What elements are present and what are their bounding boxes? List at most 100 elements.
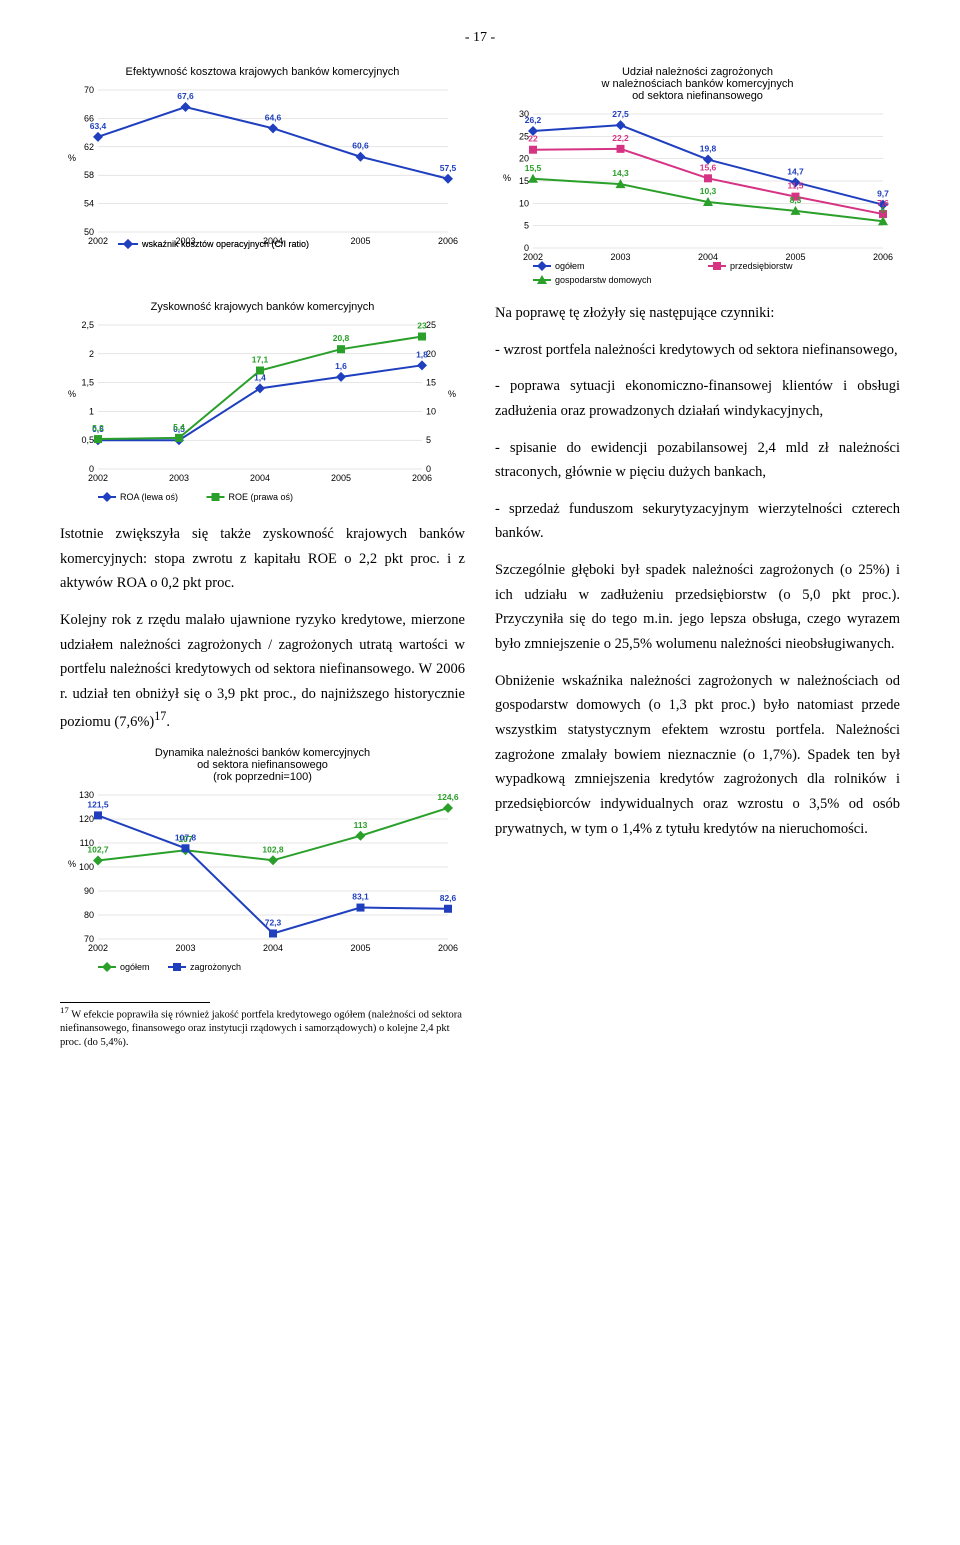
para-roe: Istotnie zwiększyła się także zyskowność… (60, 522, 465, 596)
svg-text:15: 15 (519, 176, 529, 186)
svg-text:10: 10 (519, 198, 529, 208)
svg-text:1,8: 1,8 (416, 349, 428, 359)
svg-text:2: 2 (89, 349, 94, 359)
svg-text:11,5: 11,5 (787, 181, 803, 191)
svg-text:wskaźnik kosztów operacyjnych: wskaźnik kosztów operacyjnych (C/I ratio… (141, 239, 309, 249)
para-risk: Kolejny rok z rzędu malało ujawnione ryz… (60, 608, 465, 735)
svg-text:1: 1 (89, 406, 94, 416)
svg-text:2002: 2002 (88, 236, 108, 246)
para-factors-intro: Na poprawę tę złożyły się następujące cz… (495, 301, 900, 326)
footnote-text: 17 W efekcie poprawiła się również jakoś… (60, 1005, 465, 1049)
svg-text:%: % (68, 859, 76, 869)
svg-text:2004: 2004 (263, 943, 283, 953)
svg-text:2002: 2002 (523, 252, 543, 262)
svg-text:2006: 2006 (412, 473, 432, 483)
svg-text:63,4: 63,4 (90, 121, 107, 131)
svg-text:83,1: 83,1 (352, 892, 369, 902)
svg-text:2003: 2003 (175, 943, 195, 953)
bullet-1: - wzrost portfela należności kredytowych… (495, 338, 900, 363)
svg-text:2003: 2003 (610, 252, 630, 262)
svg-text:19,8: 19,8 (700, 144, 717, 154)
svg-text:5: 5 (524, 221, 529, 231)
svg-text:107,8: 107,8 (175, 832, 197, 842)
svg-text:80: 80 (84, 910, 94, 920)
bullet-2: - poprawa sytuacji ekonomiczno-finansowe… (495, 374, 900, 423)
svg-text:2006: 2006 (438, 236, 458, 246)
svg-text:25: 25 (426, 320, 436, 330)
chart-dynamics: Dynamika należności banków komercyjnych … (60, 747, 465, 977)
svg-text:2005: 2005 (331, 473, 351, 483)
svg-text:67,6: 67,6 (177, 91, 194, 101)
chart3-title: Zyskowność krajowych banków komercyjnych (60, 301, 465, 313)
svg-text:62: 62 (84, 142, 94, 152)
chart-npl-share: Udział należności zagrożonych w należnoś… (495, 66, 900, 286)
svg-text:120: 120 (79, 814, 94, 824)
svg-text:ogółem: ogółem (120, 962, 150, 972)
svg-text:17,1: 17,1 (252, 355, 269, 365)
svg-text:82,6: 82,6 (440, 893, 457, 903)
svg-text:2002: 2002 (88, 473, 108, 483)
svg-text:72,3: 72,3 (265, 917, 282, 927)
svg-text:2002: 2002 (88, 943, 108, 953)
svg-text:%: % (448, 389, 456, 399)
svg-text:57,5: 57,5 (440, 163, 457, 173)
svg-text:14,7: 14,7 (787, 166, 804, 176)
svg-text:102,8: 102,8 (262, 844, 284, 854)
svg-text:1,6: 1,6 (335, 361, 347, 371)
svg-text:2004: 2004 (250, 473, 270, 483)
chart4-title: Dynamika należności banków komercyjnych … (60, 747, 465, 783)
svg-text:58: 58 (84, 170, 94, 180)
svg-text:zagrożonych: zagrożonych (190, 962, 241, 972)
svg-text:%: % (68, 153, 76, 163)
svg-text:2004: 2004 (698, 252, 718, 262)
svg-text:90: 90 (84, 886, 94, 896)
svg-text:ROA (lewa oś): ROA (lewa oś) (120, 492, 178, 502)
chart-profitability: Zyskowność krajowych banków komercyjnych… (60, 301, 465, 507)
svg-text:26,2: 26,2 (525, 115, 542, 125)
svg-text:27,5: 27,5 (612, 109, 629, 119)
footnote-ref: 17 (154, 709, 166, 723)
svg-text:10,3: 10,3 (700, 186, 717, 196)
svg-text:2,5: 2,5 (81, 320, 94, 330)
para-households: Obniżenie wskaźnika należności zagrożony… (495, 669, 900, 841)
svg-text:54: 54 (84, 199, 94, 209)
svg-text:64,6: 64,6 (265, 112, 282, 122)
svg-text:23: 23 (417, 321, 427, 331)
para-enterprises: Szczególnie głęboki był spadek należnośc… (495, 558, 900, 657)
svg-text:2006: 2006 (438, 943, 458, 953)
svg-text:15: 15 (426, 378, 436, 388)
svg-text:10: 10 (426, 406, 436, 416)
svg-text:ROE (prawa oś): ROE (prawa oś) (229, 492, 294, 502)
svg-text:5: 5 (426, 435, 431, 445)
bullet-3: - spisanie do ewidencji pozabilansowej 2… (495, 436, 900, 485)
chart-efficiency: Efektywność kosztowa krajowych banków ko… (60, 66, 465, 252)
svg-text:gospodarstw domowych: gospodarstw domowych (555, 275, 652, 285)
svg-text:15,6: 15,6 (700, 162, 717, 172)
svg-text:8,3: 8,3 (790, 195, 802, 205)
chart1-title: Efektywność kosztowa krajowych banków ko… (60, 66, 465, 78)
svg-text:przedsiębiorstw: przedsiębiorstw (730, 261, 793, 271)
svg-text:22: 22 (528, 134, 538, 144)
svg-text:20,8: 20,8 (333, 333, 350, 343)
svg-text:2005: 2005 (350, 943, 370, 953)
svg-text:124,6: 124,6 (437, 792, 459, 802)
svg-text:2003: 2003 (169, 473, 189, 483)
svg-text:15,5: 15,5 (525, 163, 542, 173)
svg-text:5,4: 5,4 (173, 422, 185, 432)
svg-text:5,2: 5,2 (92, 423, 104, 433)
svg-text:121,5: 121,5 (87, 799, 109, 809)
svg-text:0,5: 0,5 (81, 435, 94, 445)
svg-text:113: 113 (354, 820, 368, 830)
svg-text:2006: 2006 (873, 252, 893, 262)
svg-text:14,3: 14,3 (612, 168, 629, 178)
svg-text:70: 70 (84, 85, 94, 95)
svg-text:22,2: 22,2 (612, 133, 629, 143)
chart2-title: Udział należności zagrożonych w należnoś… (495, 66, 900, 102)
page-number: - 17 - (60, 30, 900, 46)
svg-text:%: % (68, 389, 76, 399)
svg-text:2005: 2005 (350, 236, 370, 246)
svg-text:6: 6 (881, 205, 886, 215)
svg-text:102,7: 102,7 (87, 844, 109, 854)
svg-text:1,5: 1,5 (81, 378, 94, 388)
svg-text:60,6: 60,6 (352, 141, 369, 151)
